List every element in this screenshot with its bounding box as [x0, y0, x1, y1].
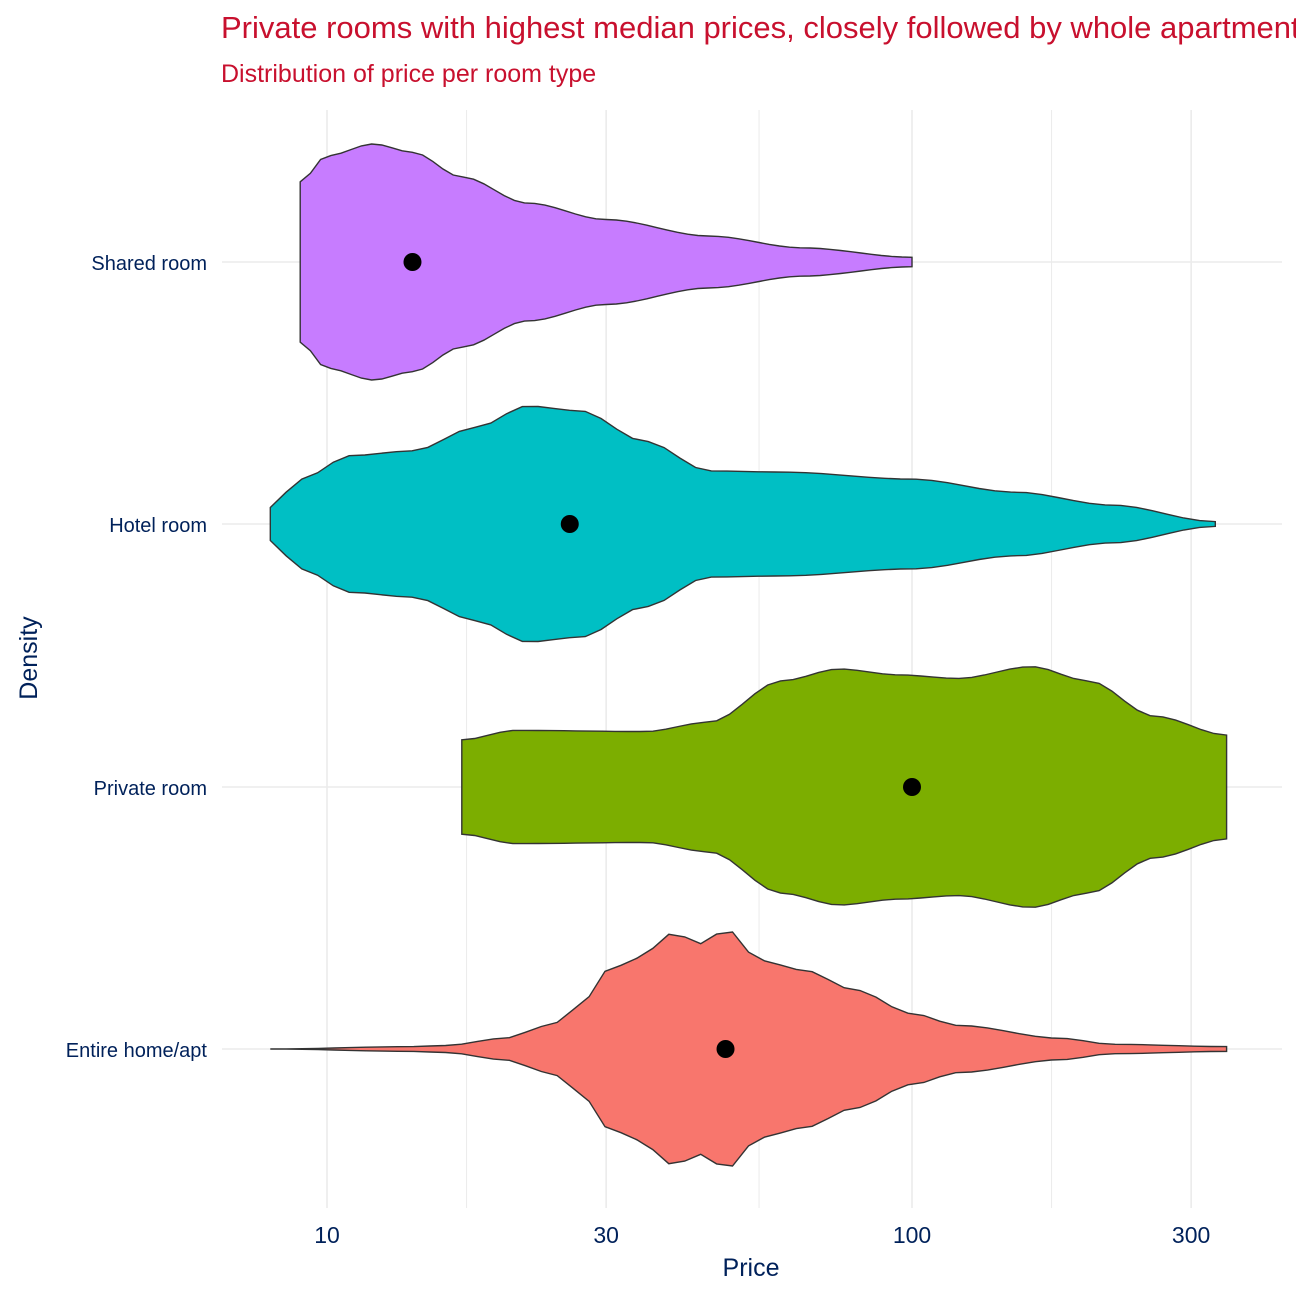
- y-axis-title: Density: [15, 616, 43, 700]
- median-point: [560, 515, 579, 533]
- violin-private-room: [461, 666, 1228, 908]
- violin-shared-room: [299, 143, 913, 381]
- x-axis-title: Price: [723, 1254, 780, 1282]
- y-tick-label: Entire home/apt: [66, 1040, 208, 1062]
- median-point: [403, 253, 422, 271]
- violin-entire-home-apt: [270, 931, 1228, 1167]
- y-tick-label: Shared room: [91, 253, 207, 275]
- y-tick-label: Private room: [94, 778, 207, 800]
- x-tick-label: 30: [593, 1222, 619, 1248]
- x-tick-label: 300: [1172, 1222, 1210, 1248]
- chart-title: Private rooms with highest median prices…: [221, 10, 1296, 45]
- median-point: [903, 778, 921, 796]
- y-tick-label: Hotel room: [109, 515, 207, 537]
- chart-subtitle: Distribution of price per room type: [221, 60, 597, 88]
- median-point: [716, 1040, 735, 1058]
- violin-hotel-room: [269, 405, 1216, 643]
- x-tick-label: 10: [314, 1222, 340, 1248]
- x-tick-label: 100: [893, 1222, 931, 1248]
